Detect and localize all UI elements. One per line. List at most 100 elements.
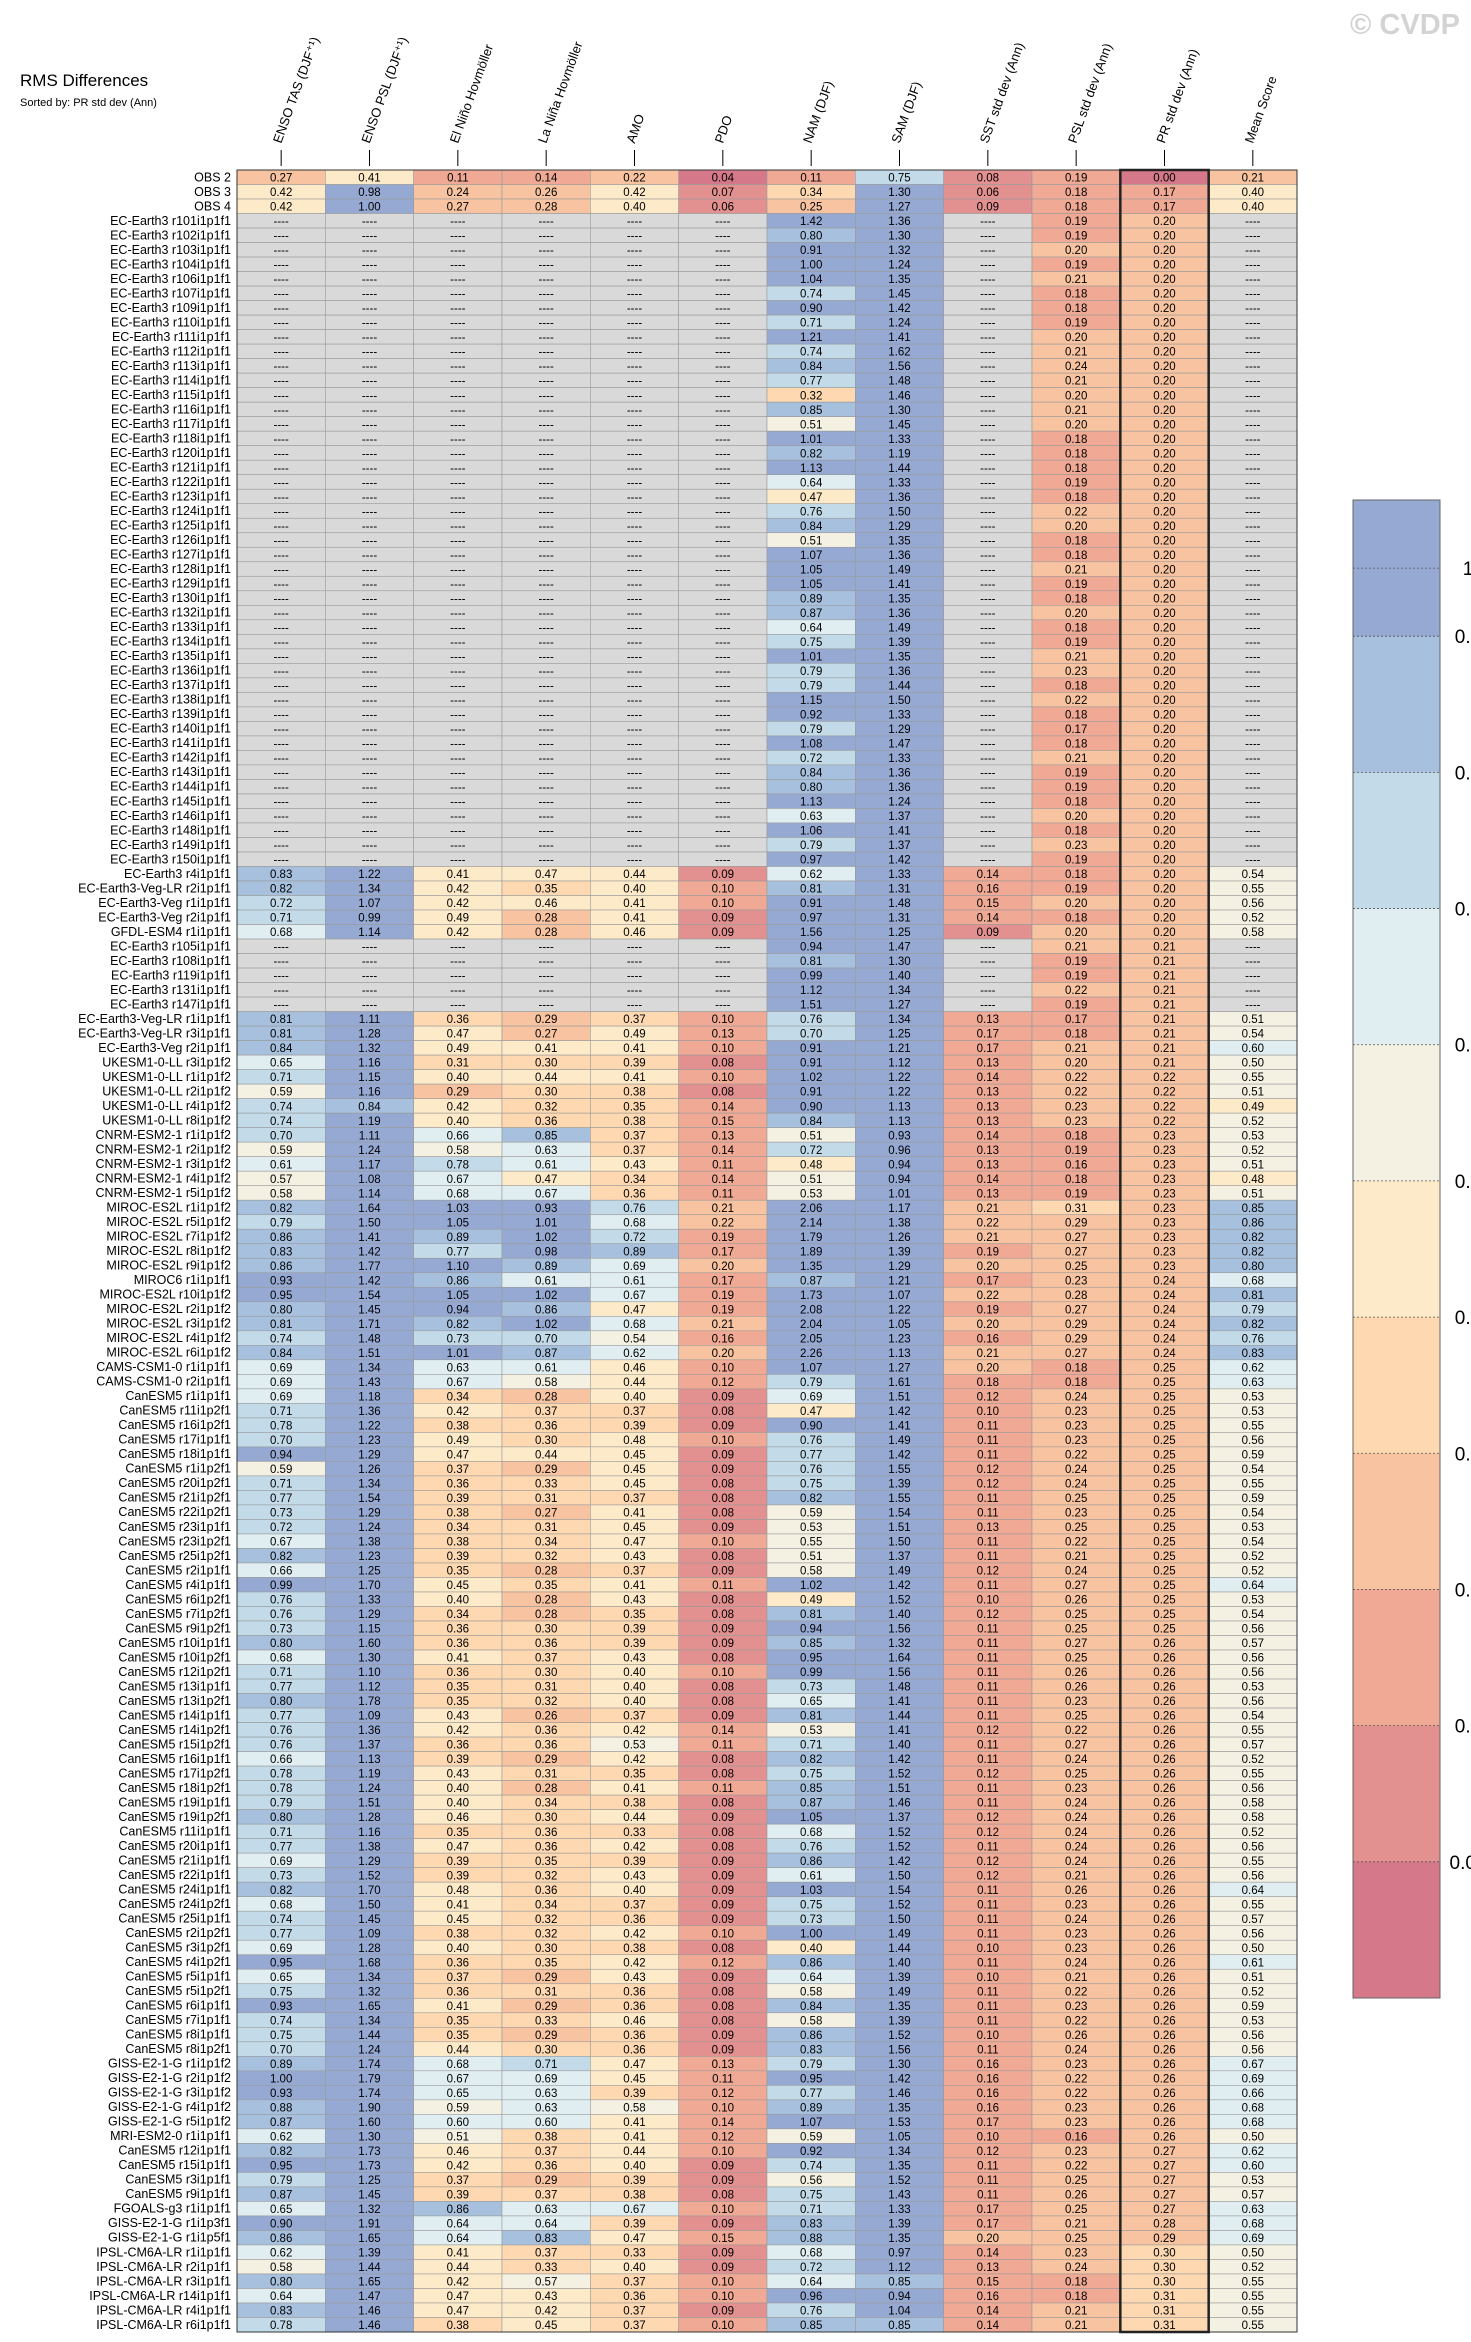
cell-value-label: ---- xyxy=(362,985,377,997)
cell-value-label: ---- xyxy=(715,390,730,402)
cell-value-label: 0.56 xyxy=(800,2175,822,2187)
cell-value-label: 1.51 xyxy=(358,1348,380,1360)
cell-value-label: ---- xyxy=(1245,419,1260,431)
cell-value-label: 0.40 xyxy=(447,1943,469,1955)
cell-value-label: 0.41 xyxy=(623,913,645,925)
cell-value-label: 0.26 xyxy=(1153,1711,1175,1723)
cell-value-label: 1.29 xyxy=(358,1609,380,1621)
cell-value-label: 0.86 xyxy=(800,1957,822,1969)
cell-value-label: 0.44 xyxy=(623,869,646,881)
cell-value-label: ---- xyxy=(627,448,642,460)
cell-value-label: ---- xyxy=(715,506,730,518)
cell-value-label: 0.93 xyxy=(270,2088,292,2100)
cell-value-label: 1.56 xyxy=(888,1624,910,1636)
cell-value-label: 1.39 xyxy=(888,2015,910,2027)
cell-value-label: 0.55 xyxy=(1242,2320,1264,2332)
cell-value-label: 0.14 xyxy=(535,173,558,185)
cell-value-label: 0.25 xyxy=(1153,1537,1175,1549)
column-header: PR std dev (Ann) xyxy=(1153,47,1201,145)
cell-value-label: 0.59 xyxy=(270,1464,292,1476)
cell-value-label: ---- xyxy=(539,724,554,736)
cell-value-label: 0.38 xyxy=(447,1928,469,1940)
cell-value-label: ---- xyxy=(715,651,730,663)
cell-value-label: 0.61 xyxy=(1242,1957,1264,1969)
cell-value-label: ---- xyxy=(450,361,465,373)
cell-value-label: 1.05 xyxy=(800,564,822,576)
column-header: ENSO PSL (DJF⁺¹) xyxy=(358,35,410,145)
row-label: CanESM5 r23i1p1f1 xyxy=(118,1520,231,1534)
cell-value-label: ---- xyxy=(715,550,730,562)
cell-value-label: 0.09 xyxy=(712,1391,734,1403)
cell-value-label: 0.50 xyxy=(1242,1943,1264,1955)
cell-value-label: 0.10 xyxy=(712,1362,734,1374)
cell-value-label: 0.20 xyxy=(1065,1058,1087,1070)
cell-value-label: 1.15 xyxy=(358,1072,380,1084)
cell-value-label: 0.54 xyxy=(1242,1508,1265,1520)
cell-value-label: 0.73 xyxy=(800,1914,822,1926)
row-label: EC-Earth3 r145i1p1f1 xyxy=(110,794,231,808)
cell-value-label: 0.23 xyxy=(1153,1217,1175,1229)
row-label: EC-Earth3-Veg-LR r3i1p1f1 xyxy=(78,1026,231,1040)
cell-value-label: 1.61 xyxy=(888,1377,910,1389)
cell-value-label: ---- xyxy=(1245,739,1260,751)
cell-value-label: 0.99 xyxy=(800,971,822,983)
cell-value-label: 0.19 xyxy=(977,1246,999,1258)
cell-value-label: 0.52 xyxy=(1242,1827,1264,1839)
cell-value-label: 0.37 xyxy=(535,2248,557,2260)
cell-value-label: 1.70 xyxy=(358,1885,380,1897)
cell-value-label: ---- xyxy=(450,608,465,620)
cell-value-label: ---- xyxy=(980,390,995,402)
cell-value-label: 0.45 xyxy=(447,1914,469,1926)
cell-value-label: ---- xyxy=(539,260,554,272)
cell-value-label: 1.49 xyxy=(888,564,910,576)
cell-value-label: 1.24 xyxy=(358,2044,381,2056)
cell-value-label: ---- xyxy=(362,216,377,228)
cell-value-label: 0.21 xyxy=(1065,2320,1087,2332)
cell-value-label: 1.27 xyxy=(888,1362,910,1374)
cell-value-label: 0.24 xyxy=(1065,1479,1088,1491)
cell-value-label: 1.45 xyxy=(358,1914,380,1926)
cell-value-label: 0.30 xyxy=(535,1087,557,1099)
cell-value-label: 0.49 xyxy=(447,1043,469,1055)
cell-value-label: 0.27 xyxy=(1065,1638,1087,1650)
cell-value-label: 0.71 xyxy=(800,318,822,330)
cell-value-label: ---- xyxy=(539,622,554,634)
cell-value-label: 0.08 xyxy=(712,1696,734,1708)
cell-value-label: 0.29 xyxy=(535,2001,557,2013)
cell-value-label: 0.25 xyxy=(1153,1406,1175,1418)
cell-value-label: ---- xyxy=(627,753,642,765)
cell-value-label: 0.20 xyxy=(1153,303,1175,315)
cell-value-label: 1.64 xyxy=(888,1653,911,1665)
cell-value-label: 0.47 xyxy=(447,2306,469,2318)
cell-value-label: 0.15 xyxy=(712,2233,734,2245)
cell-value-label: ---- xyxy=(715,448,730,460)
cell-value-label: 1.33 xyxy=(888,709,910,721)
cell-value-label: ---- xyxy=(715,405,730,417)
cell-value-label: 0.36 xyxy=(535,1725,557,1737)
cell-value-label: 0.39 xyxy=(623,1058,645,1070)
cell-value-label: ---- xyxy=(1245,405,1260,417)
cell-value-label: 0.77 xyxy=(270,1493,292,1505)
cell-value-label: 0.34 xyxy=(447,1391,470,1403)
cell-value-label: 0.76 xyxy=(623,1203,645,1215)
cell-value-label: 1.19 xyxy=(358,1769,380,1781)
cell-value-label: ---- xyxy=(715,985,730,997)
row-label: EC-Earth3 r101i1p1f1 xyxy=(110,214,231,228)
row-label: EC-Earth3 r141i1p1f1 xyxy=(110,736,231,750)
cell-value-label: 0.44 xyxy=(623,2146,646,2158)
cell-value-label: 1.60 xyxy=(358,2117,380,2129)
cell-value-label: 0.64 xyxy=(270,2291,293,2303)
cell-value-label: 0.18 xyxy=(1065,913,1087,925)
cell-value-label: ---- xyxy=(274,332,289,344)
row-label: EC-Earth3 r137i1p1f1 xyxy=(110,678,231,692)
cell-value-label: 0.42 xyxy=(535,2306,557,2318)
cell-value-label: 0.30 xyxy=(535,1058,557,1070)
colorbar-segment xyxy=(1353,1589,1440,1727)
cell-value-label: 0.35 xyxy=(623,1101,645,1113)
cell-value-label: 1.05 xyxy=(888,1319,910,1331)
cell-value-label: 0.51 xyxy=(1242,1972,1264,1984)
cell-value-label: ---- xyxy=(362,361,377,373)
cell-value-label: 0.67 xyxy=(623,1290,645,1302)
colorbar-tick-label: 0.1 xyxy=(1455,1717,1471,1738)
cell-value-label: 0.23 xyxy=(1065,1420,1087,1432)
